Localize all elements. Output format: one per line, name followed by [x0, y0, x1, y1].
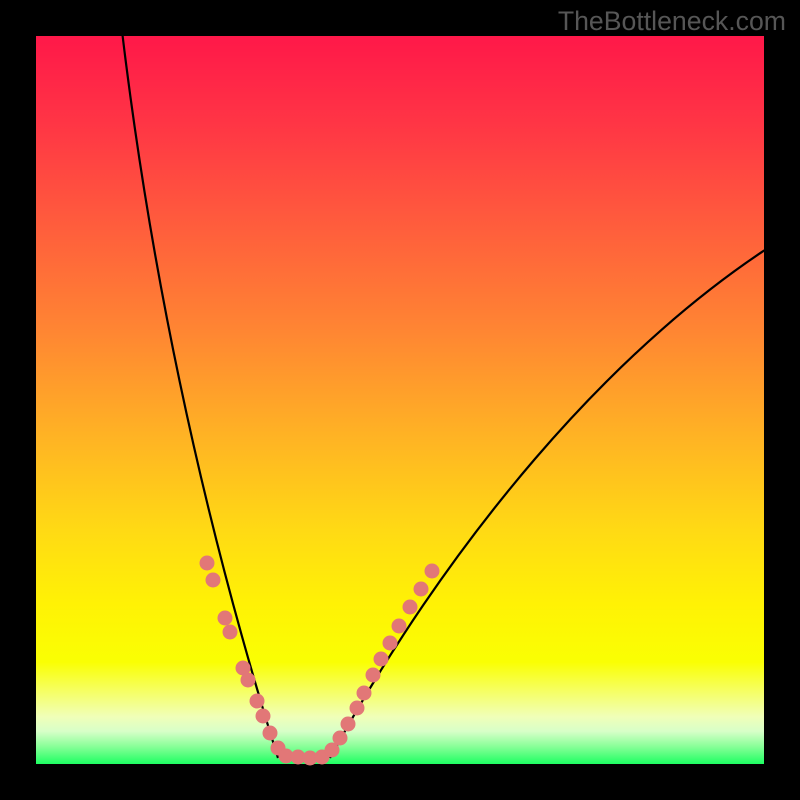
data-marker	[350, 701, 365, 716]
data-marker	[206, 573, 221, 588]
data-marker	[223, 625, 238, 640]
data-marker	[403, 600, 418, 615]
data-marker	[250, 694, 265, 709]
data-marker	[425, 564, 440, 579]
data-marker	[383, 636, 398, 651]
data-marker	[263, 726, 278, 741]
data-marker	[200, 556, 215, 571]
data-marker	[357, 686, 372, 701]
data-marker	[366, 668, 381, 683]
plot-background	[36, 36, 764, 764]
chart-stage: TheBottleneck.com	[0, 0, 800, 800]
data-marker	[256, 709, 271, 724]
data-marker	[333, 731, 348, 746]
watermark-text: TheBottleneck.com	[558, 6, 786, 37]
bottleneck-chart	[0, 0, 800, 800]
data-marker	[241, 673, 256, 688]
data-marker	[392, 619, 407, 634]
data-marker	[374, 652, 389, 667]
data-marker	[414, 582, 429, 597]
data-marker	[218, 611, 233, 626]
data-marker	[341, 717, 356, 732]
